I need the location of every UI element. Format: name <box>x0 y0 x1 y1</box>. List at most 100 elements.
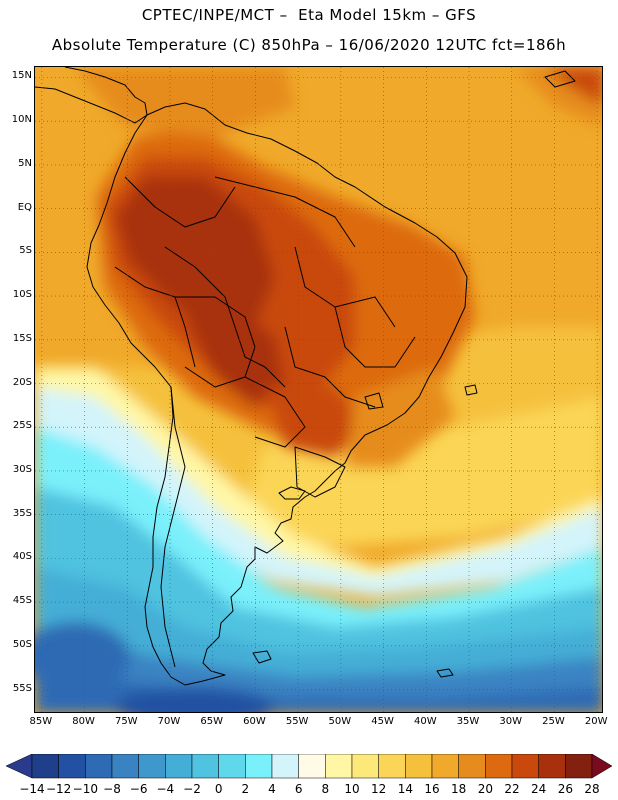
longitude-label: 65W <box>200 716 224 727</box>
map-canvas <box>35 67 602 712</box>
latitude-label: 30S <box>12 463 32 475</box>
longitude-label: 30W <box>499 716 523 727</box>
border-uruguay <box>294 446 346 498</box>
colorbar-segment <box>325 754 353 779</box>
map-title-line2: Absolute Temperature (C) 850hPa – 16/06/… <box>51 36 567 54</box>
latitude-label: 45S <box>12 595 32 607</box>
map-title-line1: CPTEC/INPE/MCT – Eta Model 15km – GFS <box>141 6 477 24</box>
latitude-label: EQ <box>17 201 32 213</box>
latitude-label: 15S <box>12 332 32 344</box>
warm-26b <box>185 307 285 407</box>
caribbean-island-1 <box>544 70 576 88</box>
latitude-label: 5N <box>18 157 32 169</box>
colorbar-tick-label: −14 <box>19 782 45 796</box>
longitude-label: 70W <box>157 716 181 727</box>
longitude-label: 45W <box>371 716 394 727</box>
warm-east-coast <box>345 367 455 467</box>
colorbar-tick-label: 20 <box>477 782 493 796</box>
colorbar-segment <box>111 754 139 779</box>
colorbar-tick-label: −2 <box>183 782 201 796</box>
colorbar-tick-label: −12 <box>45 782 72 796</box>
colorbar-segment <box>351 754 379 779</box>
falkland-islands <box>252 650 272 664</box>
warm-26 <box>115 177 275 337</box>
temperature-map[interactable] <box>34 66 603 713</box>
warm-20-nw <box>35 167 95 347</box>
latitude-label: 15N <box>11 70 32 82</box>
longitude-label: 85W <box>29 716 53 727</box>
longitude-label: 60W <box>243 716 266 727</box>
colorbar-segment <box>85 754 113 779</box>
band-14 <box>235 397 602 547</box>
colorbar-tick-label: 6 <box>294 782 303 796</box>
colorbar-segment <box>165 754 193 779</box>
cold-patch-sw2 <box>115 687 275 712</box>
colorbar-segment <box>405 754 433 779</box>
caribbean-island-3 <box>364 392 384 410</box>
colorbar-segment <box>58 754 86 779</box>
colorbar-tick-label: −10 <box>72 782 98 796</box>
colorbar-tick-label: 18 <box>451 782 467 796</box>
colorbar-tick-label: 10 <box>344 782 360 796</box>
longitude-label: 80W <box>72 716 95 727</box>
caribbean-coast <box>64 67 148 116</box>
colorbar-segment <box>538 754 566 779</box>
colorbar-segment <box>31 754 59 779</box>
latitude-label: 10S <box>12 289 32 301</box>
colorbar-segment <box>458 754 486 779</box>
colorbar-segment <box>431 754 459 779</box>
colorbar-segment <box>378 754 406 779</box>
latitude-label: 5S <box>19 245 32 257</box>
colorbar-segment <box>565 754 593 779</box>
colorbar-segment <box>138 754 166 779</box>
colorbar-over-arrow <box>591 754 612 779</box>
colorbar-segment <box>485 754 513 779</box>
longitude-label: 25W <box>542 716 565 727</box>
latitude-label: 20S <box>12 376 32 388</box>
colorbar-tick-label: 22 <box>504 782 520 796</box>
border-brazil-states3 <box>284 326 376 408</box>
border-peru <box>114 266 196 368</box>
longitude-label: 40W <box>413 716 437 727</box>
warm-24-ne <box>545 67 602 106</box>
warm-north-coast <box>75 67 295 137</box>
latitude-label: 10N <box>11 114 32 126</box>
longitude-label: 75W <box>114 716 138 727</box>
colorbar-tick-label: 2 <box>241 782 250 796</box>
caribbean-island-2 <box>464 384 478 396</box>
border-bolivia <box>175 296 256 388</box>
latitude-label: 55S <box>12 682 32 694</box>
colorbar-tick-label: −6 <box>129 782 148 796</box>
longitude-label: 50W <box>328 716 352 727</box>
colorbar-segment <box>191 754 219 779</box>
colorbar-segment <box>271 754 299 779</box>
colorbar-tick-label: −8 <box>103 782 121 796</box>
coastline-layer <box>35 67 576 686</box>
falkland-islands-2 <box>436 668 454 678</box>
longitude-label: 55W <box>285 716 309 727</box>
longitude-label: 35W <box>456 716 480 727</box>
border-colombia <box>124 176 236 228</box>
colorbar-tick-label: 12 <box>371 782 387 796</box>
border-brazil-states2 <box>334 306 416 368</box>
latitude-label: 35S <box>12 507 32 519</box>
colorbar-tick-label: 28 <box>584 782 600 796</box>
longitude-label: 20W <box>584 716 608 727</box>
colorbar-segment <box>245 754 273 779</box>
colorbar-tick-label: 0 <box>214 782 223 796</box>
colorbar-segment <box>298 754 326 779</box>
border-brazil-north <box>214 176 356 248</box>
colorbar-tick-label: 26 <box>557 782 573 796</box>
border-brazil-west <box>164 246 286 388</box>
band-20-east <box>475 217 602 327</box>
cold-patch-sw <box>35 622 130 692</box>
colorbar-tick-label: 8 <box>321 782 330 796</box>
colorbar-tick-label: 4 <box>268 782 276 796</box>
colorbar <box>6 754 612 779</box>
latitude-label: 40S <box>12 551 32 563</box>
colorbar-tick-label: 16 <box>424 782 440 796</box>
latitude-label: 25S <box>12 420 32 432</box>
latitude-label: 50S <box>12 638 32 650</box>
rio-de-la-plata <box>278 486 306 500</box>
colorbar-tick-label: 14 <box>397 782 413 796</box>
